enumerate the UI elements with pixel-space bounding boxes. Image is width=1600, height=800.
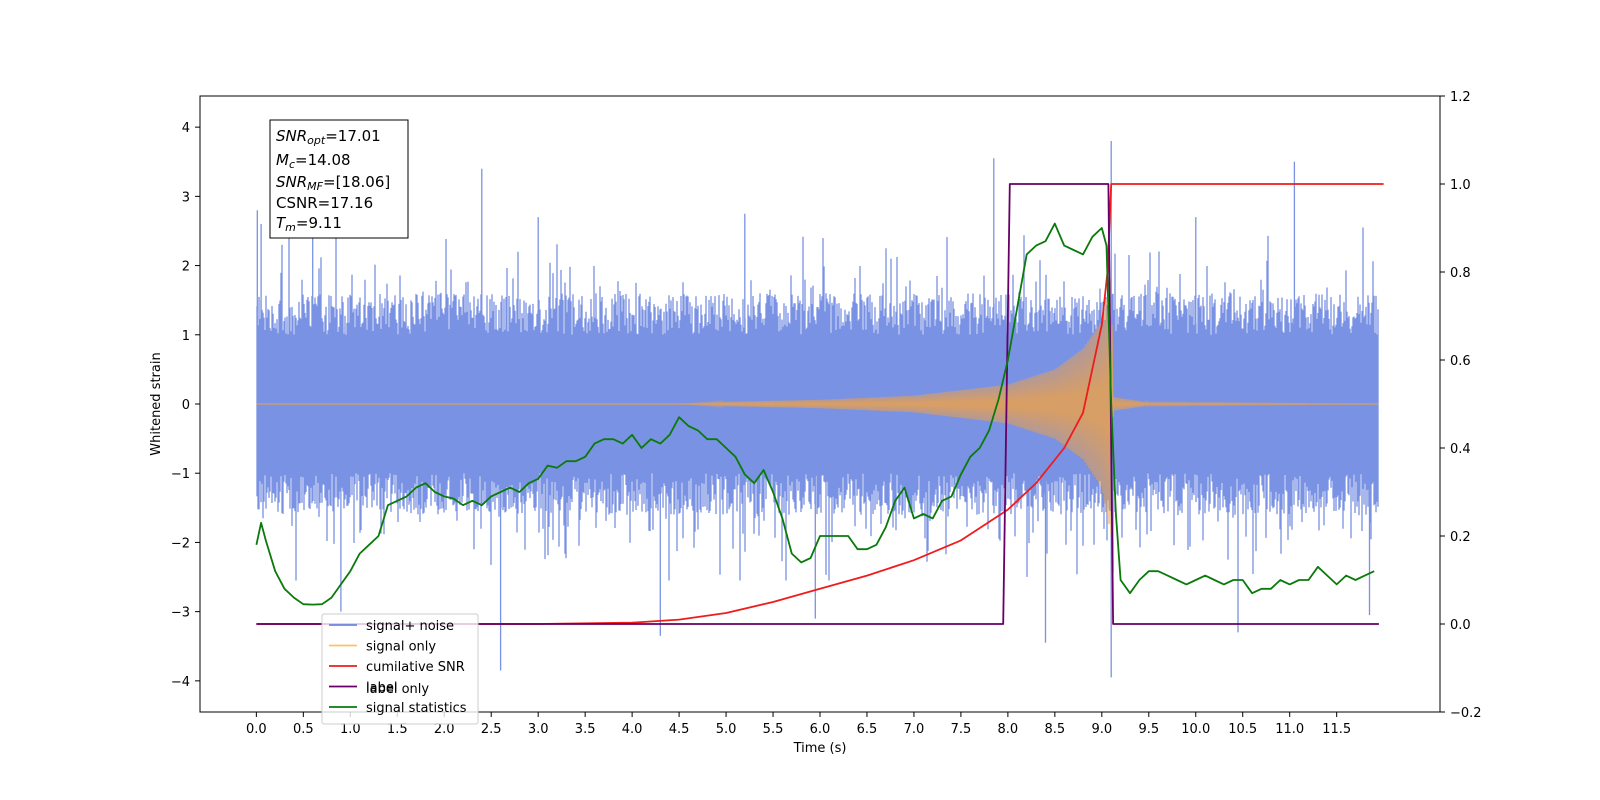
snr-opt-symbol: SNR <box>276 127 307 145</box>
legend-label: label <box>366 681 397 696</box>
y2-tick-label: 0.0 <box>1450 618 1471 633</box>
x-tick-label: 7.5 <box>951 722 972 737</box>
x-tick-label: 5.5 <box>763 722 784 737</box>
x-tick-label: 1.0 <box>340 722 361 737</box>
x-tick-label: 7.0 <box>904 722 925 737</box>
x-tick-label: 8.0 <box>998 722 1019 737</box>
signal-only-series <box>256 278 1378 535</box>
tm-symbol: T <box>276 214 287 232</box>
y2-tick-label: 0.2 <box>1450 530 1471 545</box>
csnr-text: CSNR=17.16 <box>276 194 373 212</box>
legend-label: signal statistics <box>366 701 467 716</box>
y-tick-label: 3 <box>182 190 190 205</box>
plot-area <box>199 95 1441 713</box>
x-tick-label: 2.5 <box>481 722 502 737</box>
y2-tick-label: 0.6 <box>1450 354 1471 369</box>
tm-value: =9.11 <box>296 214 342 232</box>
stats-textbox: SNRopt=17.01 Mc=14.08 SNRMF=[18.06] CSNR… <box>269 119 409 239</box>
snr-opt-text: SNRopt=17.01 <box>276 127 381 147</box>
x-tick-label: 0.0 <box>246 722 267 737</box>
mc-subscript: c <box>289 158 295 171</box>
x-tick-label: 6.0 <box>810 722 831 737</box>
x-tick-label: 4.0 <box>622 722 643 737</box>
tm-subscript: m <box>285 221 296 234</box>
x-tick-label: 3.0 <box>528 722 549 737</box>
mc-value: =14.08 <box>295 151 351 169</box>
textbox-frame <box>269 119 409 239</box>
x-tick-label: 2.0 <box>434 722 455 737</box>
legend-label: signal+ noise <box>366 619 454 634</box>
x-tick-label: 0.5 <box>293 722 314 737</box>
legend-label: cumilative SNR <box>366 660 465 675</box>
x-tick-label: 6.5 <box>857 722 878 737</box>
y2-tick-label: 1.0 <box>1450 178 1471 193</box>
snr-mf-value: =[18.06] <box>323 173 390 191</box>
y-tick-label: −1 <box>171 467 190 482</box>
x-tick-label: 9.0 <box>1091 722 1112 737</box>
snr-mf-text: SNRMF=[18.06] <box>276 173 390 193</box>
y2-tick-label: −0.2 <box>1450 706 1482 721</box>
y-tick-label: −3 <box>171 606 190 621</box>
legend-frame <box>321 613 479 725</box>
y-tick-label: 0 <box>182 398 190 413</box>
signal-noise-series <box>256 141 1379 678</box>
legend: label only signal+ noise signal only cumil… <box>321 613 479 725</box>
y2-tick-label: 1.2 <box>1450 90 1471 105</box>
x-axis-label: Time (s) <box>793 741 847 756</box>
y-tick-label: 4 <box>182 121 190 136</box>
snr-opt-subscript: opt <box>307 134 326 147</box>
y2-tick-label: 0.4 <box>1450 442 1471 457</box>
x-tick-label: 9.5 <box>1138 722 1159 737</box>
legend-hidden-text: label only <box>366 682 429 697</box>
mc-text: Mc=14.08 <box>276 151 351 171</box>
snr-opt-value: =17.01 <box>325 127 381 145</box>
tm-text: Tm=9.11 <box>276 214 342 234</box>
x-tick-label: 1.5 <box>387 722 408 737</box>
mc-symbol: M <box>276 151 289 169</box>
y-tick-label: −4 <box>171 675 190 690</box>
y-tick-label: 2 <box>182 260 190 275</box>
x-tick-label: 5.0 <box>716 722 737 737</box>
x-tick-label: 4.5 <box>669 722 690 737</box>
x-tick-label: 8.5 <box>1045 722 1066 737</box>
signal-statistics-series <box>255 222 1375 606</box>
x-tick-label: 3.5 <box>575 722 596 737</box>
x-tick-label: 11.5 <box>1322 722 1351 737</box>
snr-mf-symbol: SNR <box>276 173 307 191</box>
x-tick-label: 10.0 <box>1181 722 1210 737</box>
x-tick-label: 11.0 <box>1275 722 1304 737</box>
y-tick-label: 1 <box>182 329 190 344</box>
y-tick-label: −2 <box>171 536 190 551</box>
legend-label: signal only <box>366 640 436 655</box>
y2-tick-label: 0.8 <box>1450 266 1471 281</box>
snr-mf-subscript: MF <box>307 180 323 193</box>
y-axis-label: Whitened strain <box>149 352 164 455</box>
x-tick-label: 10.5 <box>1228 722 1257 737</box>
label-series <box>256 183 1379 625</box>
